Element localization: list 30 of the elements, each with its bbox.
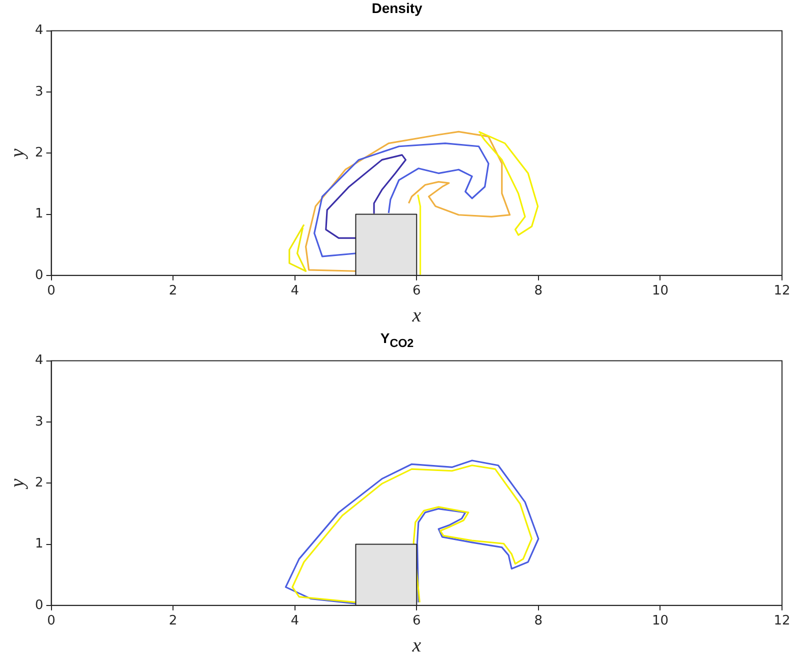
x-tick-label: 8: [534, 284, 543, 299]
x-tick-label: 8: [534, 614, 543, 629]
y-tick-label: 0: [34, 598, 44, 613]
x-tick-label: 4: [290, 614, 299, 629]
y-tick-label: 3: [34, 84, 44, 100]
y-tick-label: 0: [34, 268, 44, 283]
y-tick-label: 2: [34, 475, 44, 490]
x-tick-label: 2: [168, 614, 178, 629]
x-tick-label: 0: [47, 284, 56, 299]
y-tick-label: 3: [34, 414, 44, 430]
y-tick-label: 1: [34, 536, 44, 552]
y-tick-label: 2: [34, 145, 44, 160]
y-axis-title: y: [6, 148, 28, 160]
x-tick-label: 0: [47, 614, 56, 629]
x-tick-label: 10: [652, 284, 668, 299]
x-axis-title: x: [411, 634, 422, 656]
chart-title: Density: [370, 0, 424, 18]
x-tick-label: 10: [652, 614, 668, 629]
chart-title: Y$_{CO2}$: [379, 330, 415, 350]
x-axis-title: x: [411, 304, 422, 326]
y-tick-label: 4: [34, 353, 44, 368]
x-tick-label: 12: [774, 614, 790, 629]
x-tick-label: 6: [412, 614, 421, 629]
x-tick-label: 4: [290, 284, 299, 299]
x-tick-label: 12: [774, 284, 790, 299]
x-tick-label: 6: [412, 284, 421, 299]
y-axis-title: y: [6, 478, 28, 490]
y-tick-label: 4: [34, 23, 44, 38]
x-tick-label: 2: [168, 284, 178, 299]
y-tick-label: 1: [34, 206, 44, 222]
